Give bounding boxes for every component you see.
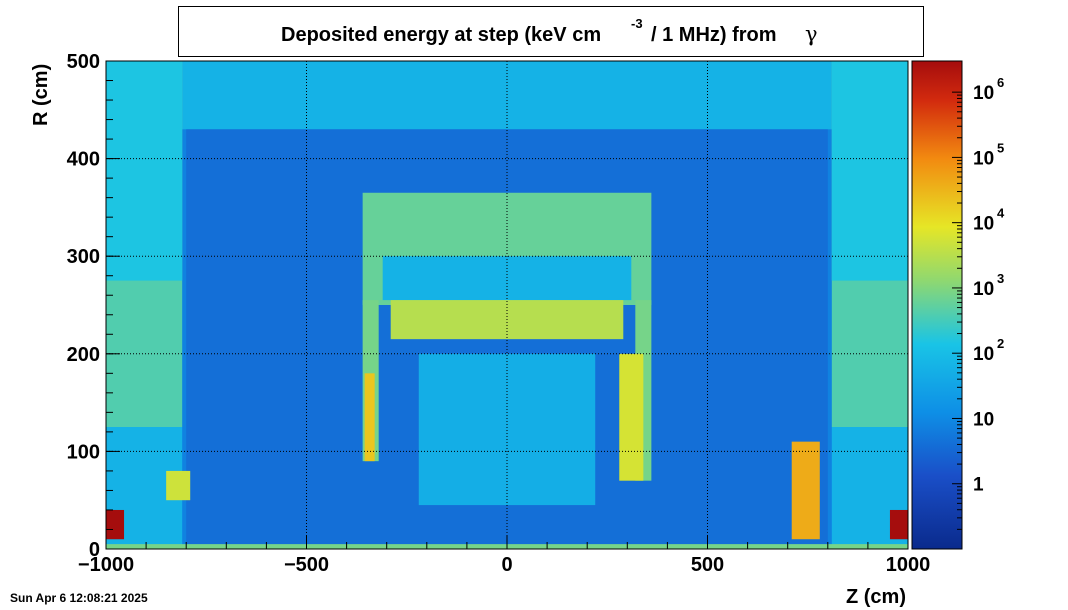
chart-title-box: Deposited energy at step (keV cm -3 / 1 … (178, 6, 924, 57)
x-tick-label: −500 (284, 554, 329, 576)
y-axis-label: R (cm) (30, 64, 52, 126)
chart-title-units: / 1 MHz) from (651, 24, 777, 46)
colorbar-tick-exponent: 2 (997, 336, 1004, 351)
colorbar-tick-label: 10 (973, 148, 994, 169)
y-tick-label: 0 (89, 539, 100, 561)
y-tick-label: 300 (67, 246, 100, 268)
x-axis-label: Z (cm) (846, 586, 906, 608)
x-tick-label: 1000 (886, 554, 931, 576)
heatmap-region-15 (619, 353, 644, 481)
heatmap-region-17 (106, 509, 125, 540)
y-tick-label: 500 (67, 51, 100, 73)
colorbar-tick-label: 10 (973, 344, 994, 365)
grid-lines (106, 61, 908, 549)
chart-title-particle: γ (805, 22, 818, 46)
colorbar-tick-exponent: 5 (997, 140, 1004, 155)
colorbar-tick-label: 10 (973, 409, 994, 430)
colorbar-tick-exponent: 6 (997, 75, 1004, 90)
colorbar-tick-label: 10 (973, 214, 994, 235)
y-tick-label: 400 (67, 149, 100, 171)
axes: −1000 −500 0 500 1000 0 100 200 300 400 500 (67, 51, 931, 576)
heatmap-region-1 (106, 61, 908, 130)
x-tick-label: 500 (691, 554, 724, 576)
colorbar (911, 60, 963, 550)
chart-title: Deposited energy at step (keV cm (281, 24, 602, 46)
heatmap-region-20 (791, 441, 820, 540)
y-tick-label: 200 (67, 344, 100, 366)
colorbar-tick-label: 1 (973, 475, 984, 496)
heatmap-region-6 (831, 61, 908, 281)
colorbar-tick-label: 10 (973, 279, 994, 300)
colorbar-tick-exponent: 4 (997, 206, 1005, 221)
x-tick-label: −1000 (78, 554, 134, 576)
heatmap-region-19 (166, 470, 191, 501)
colorbar-tick-exponent: 3 (997, 271, 1004, 286)
timestamp: Sun Apr 6 12:08:21 2025 (10, 591, 148, 605)
heatmap-region-5 (106, 61, 183, 281)
chart-title-exponent: -3 (631, 16, 643, 31)
heatmap-region-14 (364, 373, 375, 462)
heatmap-region-18 (889, 509, 908, 540)
x-tick-label: 0 (501, 554, 512, 576)
y-tick-label: 100 (67, 441, 100, 463)
colorbar-tick-label: 10 (973, 83, 994, 104)
